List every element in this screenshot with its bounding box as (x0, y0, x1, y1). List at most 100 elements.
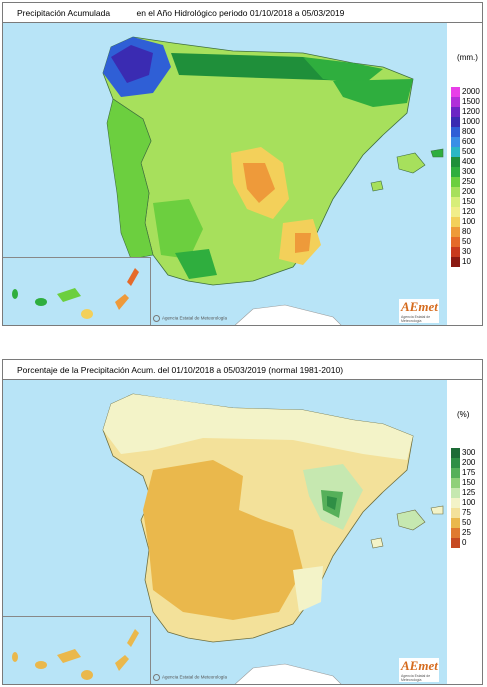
map-title-right: en el Año Hidrológico periodo 01/10/2018… (136, 8, 345, 18)
mallorca-shape (396, 152, 426, 174)
legend-label: 175 (462, 468, 476, 477)
legend-label: 400 (462, 157, 476, 166)
legend-swatch (451, 247, 460, 257)
legend-label: 120 (462, 207, 476, 216)
southeast-normal-zone (293, 566, 323, 612)
legend-label: 75 (462, 508, 471, 517)
legend-swatch (451, 157, 460, 167)
map-legend: (mm.) 2000 1500 1200 1000 800 600 500 400 300 250… (449, 23, 482, 325)
legend-label: 1200 (462, 107, 480, 116)
legend-swatch (451, 167, 460, 177)
legend-entry: 50 (449, 518, 483, 528)
legend-swatch (451, 528, 460, 538)
legend-entry: 400 (449, 157, 483, 167)
canary-islands-inset (3, 257, 151, 325)
legend-label: 1000 (462, 117, 480, 126)
legend-swatch (451, 448, 460, 458)
legend-label: 150 (462, 197, 476, 206)
legend-swatch (451, 508, 460, 518)
legend-label: 200 (462, 458, 476, 467)
legend-entry: 1000 (449, 117, 483, 127)
legend-label: 300 (462, 448, 476, 457)
map-canvas: Agencia Estatal de Meteorología (3, 23, 447, 325)
legend-swatch (451, 127, 460, 137)
pyrenees-region (333, 79, 413, 107)
ibiza-shape (370, 537, 384, 549)
legend-entry: 175 (449, 468, 483, 478)
legend-swatch (451, 538, 460, 548)
legend-label: 50 (462, 518, 471, 527)
legend-swatch (451, 207, 460, 217)
legend-entry: 300 (449, 448, 483, 458)
legend-label: 30 (462, 247, 471, 256)
legend-label: 1500 (462, 97, 480, 106)
legend-entry: 125 (449, 488, 483, 498)
central-dry-core (243, 163, 275, 203)
canary-islands-inset (3, 616, 151, 684)
east-wet-peak (327, 496, 337, 510)
map-canvas: Agencia Estatal de Meteorología (3, 380, 447, 684)
legend-label: 80 (462, 227, 471, 236)
legend-swatch (451, 217, 460, 227)
legend-entry: 50 (449, 237, 483, 247)
north-normal-band (103, 394, 413, 460)
legend-label: 50 (462, 237, 471, 246)
map-title-left: Porcentaje de la Precipitación Acum. del… (17, 365, 344, 375)
aemet-logo-subtitle: Agencia Estatal de Meteorología (401, 315, 431, 323)
legend-label: 100 (462, 498, 476, 507)
spain-precip-map (102, 36, 444, 325)
africa-edge (234, 304, 342, 325)
legend-swatch (451, 87, 460, 97)
legend-label: 2000 (462, 87, 480, 96)
legend-swatch (451, 478, 460, 488)
map-title: Porcentaje de la Precipitación Acum. del… (3, 360, 482, 380)
legend-label: 150 (462, 478, 476, 487)
legend-swatch (451, 257, 460, 267)
spain-percent-map (102, 393, 444, 684)
portugal-region (106, 98, 154, 260)
legend-swatch (451, 187, 460, 197)
canary-islands-map (12, 268, 139, 319)
legend-entry: 30 (449, 247, 483, 257)
south-moist-zone (175, 249, 217, 279)
agency-seal-icon (153, 315, 160, 322)
aemet-logo: AEmet Agencia Estatal de Meteorología (399, 299, 439, 323)
legend-entry: 250 (449, 177, 483, 187)
africa-edge (234, 663, 342, 684)
mallorca-shape (396, 509, 426, 531)
legend-entry: 800 (449, 127, 483, 137)
legend-entry: 300 (449, 167, 483, 177)
legend-entry: 1500 (449, 97, 483, 107)
legend-entry: 80 (449, 227, 483, 237)
legend-entry: 600 (449, 137, 483, 147)
legend-entry: 10 (449, 257, 483, 267)
legend-swatch (451, 107, 460, 117)
legend-label: 0 (462, 538, 467, 547)
legend-entry: 150 (449, 478, 483, 488)
map-legend: (%) 300 200 175 150 125 100 75 50 25 0 (449, 380, 482, 684)
aemet-logo-text: AEmet (401, 658, 438, 673)
map-title: Precipitación Acumulada en el Año Hidrol… (3, 3, 482, 23)
legend-swatch (451, 177, 460, 187)
southeast-dry-core (295, 233, 311, 253)
legend-entry: 25 (449, 528, 483, 538)
legend-swatch (451, 458, 460, 468)
legend-swatch (451, 117, 460, 127)
west-moist-zone (153, 199, 203, 259)
legend-entry: 100 (449, 217, 483, 227)
legend-entry: 120 (449, 207, 483, 217)
legend-swatch (451, 97, 460, 107)
galicia-core (111, 45, 153, 83)
aemet-logo: AEmet Agencia Estatal de Meteorología (399, 658, 439, 682)
legend-entry: 150 (449, 197, 483, 207)
accumulated-precipitation-map-panel: Precipitación Acumulada en el Año Hidrol… (2, 2, 483, 326)
legend-label: 500 (462, 147, 476, 156)
legend-swatch (451, 227, 460, 237)
aemet-logo-text: AEmet (401, 299, 438, 314)
legend-swatch (451, 468, 460, 478)
legend-unit: (mm.) (457, 53, 478, 62)
agency-seal-icon (153, 674, 160, 681)
legend-label: 200 (462, 187, 476, 196)
legend-entry: 200 (449, 187, 483, 197)
legend-label: 250 (462, 177, 476, 186)
